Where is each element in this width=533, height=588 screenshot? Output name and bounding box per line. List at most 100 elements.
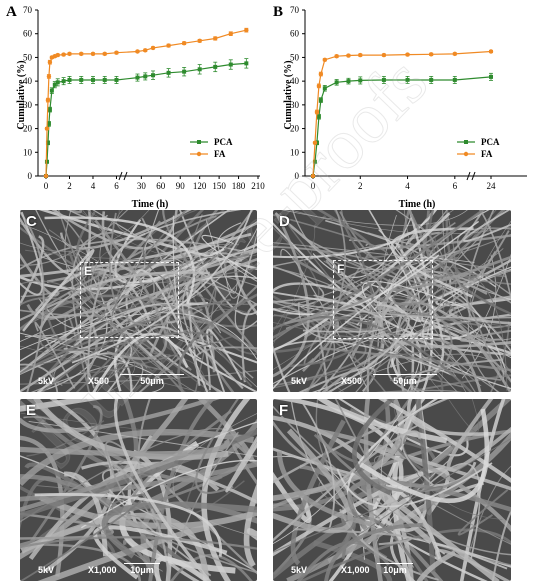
legend-label-pca: PCA (214, 137, 233, 147)
fiber (273, 399, 449, 484)
sem-voltage: 5kV (38, 565, 55, 575)
data-point-fa (143, 48, 148, 53)
data-point-fa (213, 36, 218, 41)
fiber (35, 210, 119, 295)
x-tick-label: 4 (405, 181, 410, 191)
fiber (273, 471, 312, 524)
data-point-fa (310, 173, 316, 179)
fiber (463, 210, 511, 242)
fiber (20, 370, 257, 385)
data-point-fa (181, 41, 187, 46)
data-point-pca (114, 77, 119, 82)
fiber (20, 536, 257, 550)
fiber (110, 461, 171, 581)
fiber (20, 512, 114, 540)
data-point-pca (316, 114, 321, 119)
x-tick-label: 6 (114, 181, 119, 191)
fiber (20, 474, 125, 514)
y-tick-label: 60 (290, 29, 300, 39)
panel-label-d: D (279, 213, 290, 230)
x-tick-label: 0 (311, 181, 316, 191)
fiber (273, 226, 316, 346)
fiber (34, 210, 254, 341)
fiber (273, 428, 354, 534)
sem-magnification: X500 (341, 376, 363, 386)
sem-magnification: X1,000 (88, 565, 117, 575)
fiber (97, 214, 203, 386)
fiber (71, 210, 253, 364)
fiber (61, 255, 197, 392)
legend-marker (197, 140, 201, 144)
y-axis-label-a: Cumulative (%) (16, 60, 27, 129)
fiber (373, 454, 511, 545)
fiber (387, 303, 473, 392)
legend-marker (196, 151, 202, 157)
data-point-fa (334, 54, 339, 59)
data-point-pca (46, 121, 51, 126)
fiber (172, 215, 202, 360)
panel-label-c: C (26, 213, 37, 230)
sem-voltage: 5kV (291, 376, 308, 386)
fiber (182, 248, 257, 355)
fiber (20, 297, 184, 392)
fiber (273, 300, 511, 319)
fiber (201, 399, 251, 581)
data-point-pca (346, 79, 351, 84)
fiber (377, 490, 500, 581)
fiber (467, 251, 499, 392)
series-line-pca (312, 76, 492, 177)
y-tick-label: 60 (23, 29, 33, 39)
fiber (429, 253, 511, 372)
fiber (446, 399, 511, 472)
data-point-fa (314, 109, 320, 115)
fiber (41, 290, 86, 344)
fiber (273, 326, 367, 387)
data-point-fa (358, 52, 363, 58)
fiber (415, 399, 436, 572)
data-point-fa (197, 38, 202, 44)
fiber (90, 258, 194, 303)
fiber (182, 309, 240, 341)
data-point-fa (44, 126, 50, 131)
fiber (380, 299, 511, 348)
panel-label-b: B (273, 4, 283, 20)
data-point-pca (49, 88, 54, 93)
fiber (101, 501, 257, 559)
fiber (292, 210, 418, 271)
sem-voltage: 5kV (38, 376, 55, 386)
fiber (276, 451, 373, 527)
fiber (416, 550, 457, 581)
fiber (319, 347, 511, 372)
axis-break-mark (471, 171, 476, 181)
fiber (280, 210, 468, 226)
x-tick-label: 0 (44, 181, 49, 191)
fiber (37, 524, 208, 581)
data-point-fa (322, 57, 328, 62)
data-point-pca (44, 159, 49, 164)
legend-marker (463, 151, 469, 157)
fiber (194, 286, 217, 392)
fiber (284, 270, 382, 325)
data-point-fa (102, 51, 107, 57)
fiber (20, 312, 257, 361)
zoom-region-box-e: E (80, 262, 179, 338)
data-point-pca (213, 64, 218, 69)
x-tick-label: 120 (193, 181, 207, 191)
fiber (405, 288, 476, 392)
fiber (491, 509, 511, 581)
data-point-fa (47, 59, 53, 65)
data-point-pca (197, 67, 202, 72)
fiber (378, 399, 511, 483)
data-point-pca (228, 62, 233, 67)
axis-break-mark (118, 171, 123, 181)
legend-label-fa: FA (214, 149, 226, 159)
fiber (344, 320, 464, 375)
fiber (389, 370, 444, 392)
fiber (347, 399, 439, 534)
sem-scale-label: 50μm (393, 376, 417, 386)
legend-label-fa: FA (481, 149, 493, 159)
fiber (162, 273, 254, 379)
fiber (193, 346, 257, 392)
fiber (359, 408, 490, 503)
